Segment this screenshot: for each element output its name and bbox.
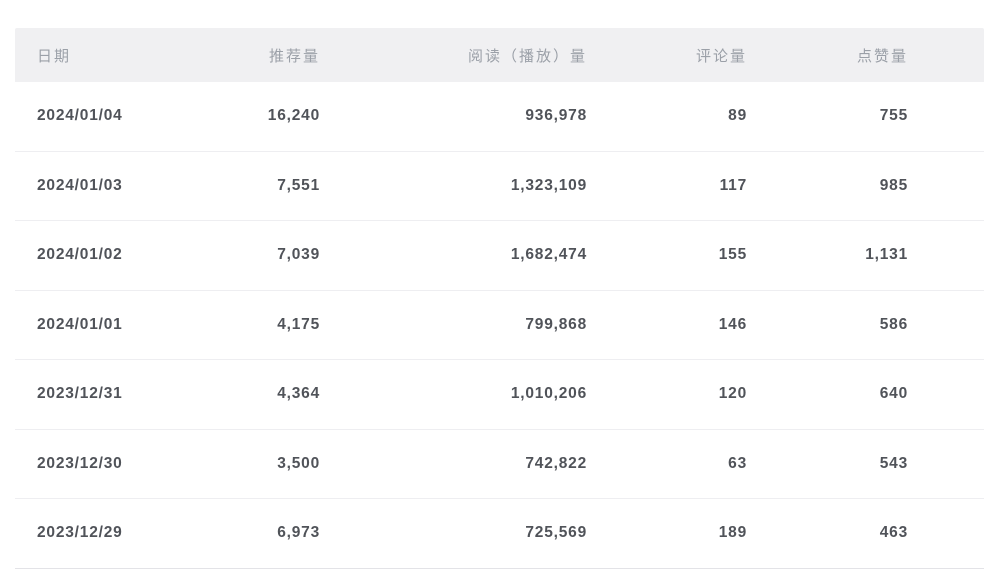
table-row: 2023/12/29 6,973 725,569 189 463 <box>15 499 984 569</box>
cell-recommends: 16,240 <box>267 107 320 125</box>
column-header-comments: 评论量 <box>695 47 747 65</box>
table-row: 2023/12/30 3,500 742,822 63 543 <box>15 429 984 499</box>
table-header-row: 日期 推荐量 阅读（播放）量 评论量 点赞量 <box>15 28 984 82</box>
table-row: 2024/01/04 16,240 936,978 89 755 <box>15 82 984 152</box>
cell-views: 725,569 <box>525 524 587 542</box>
column-header-likes: 点赞量 <box>856 47 908 65</box>
cell-date: 2024/01/03 <box>37 176 123 194</box>
cell-date: 2023/12/31 <box>37 385 123 403</box>
cell-views: 1,682,474 <box>510 246 587 264</box>
cell-recommends: 7,039 <box>277 246 320 264</box>
cell-views: 1,323,109 <box>510 176 587 194</box>
cell-views: 799,868 <box>525 315 587 333</box>
cell-recommends: 6,973 <box>277 524 320 542</box>
column-header-date: 日期 <box>37 47 72 65</box>
cell-date: 2023/12/29 <box>37 524 123 542</box>
cell-likes: 985 <box>879 176 908 194</box>
cell-comments: 63 <box>728 454 747 472</box>
cell-comments: 89 <box>728 107 747 125</box>
cell-comments: 155 <box>718 246 747 264</box>
cell-comments: 189 <box>718 524 747 542</box>
column-header-recommends: 推荐量 <box>268 47 320 65</box>
cell-likes: 543 <box>879 454 908 472</box>
cell-comments: 117 <box>719 176 747 194</box>
cell-likes: 640 <box>879 385 908 403</box>
cell-date: 2024/01/02 <box>37 246 123 264</box>
cell-recommends: 7,551 <box>277 176 320 194</box>
cell-likes: 1,131 <box>865 246 908 264</box>
table-row: 2023/12/31 4,364 1,010,206 120 640 <box>15 360 984 430</box>
stats-table: 日期 推荐量 阅读（播放）量 评论量 点赞量 2024/01/04 16,240 936… <box>15 28 984 569</box>
cell-comments: 146 <box>718 315 747 333</box>
column-header-views: 阅读（播放）量 <box>467 47 587 65</box>
cell-views: 1,010,206 <box>510 385 587 403</box>
table-row: 2024/01/01 4,175 799,868 146 586 <box>15 290 984 360</box>
cell-date: 2023/12/30 <box>37 454 123 472</box>
cell-date: 2024/01/04 <box>37 107 123 125</box>
cell-recommends: 3,500 <box>277 454 320 472</box>
cell-likes: 755 <box>879 107 908 125</box>
cell-recommends: 4,364 <box>277 385 320 403</box>
cell-recommends: 4,175 <box>277 315 320 333</box>
cell-date: 2024/01/01 <box>37 315 123 333</box>
cell-comments: 120 <box>718 385 747 403</box>
table-body: 2024/01/04 16,240 936,978 89 755 2024/01… <box>15 82 984 569</box>
cell-likes: 463 <box>879 524 908 542</box>
cell-views: 936,978 <box>525 107 587 125</box>
cell-views: 742,822 <box>525 454 587 472</box>
table-row: 2024/01/02 7,039 1,682,474 155 1,131 <box>15 221 984 291</box>
cell-likes: 586 <box>879 315 908 333</box>
table-row: 2024/01/03 7,551 1,323,109 117 985 <box>15 151 984 221</box>
